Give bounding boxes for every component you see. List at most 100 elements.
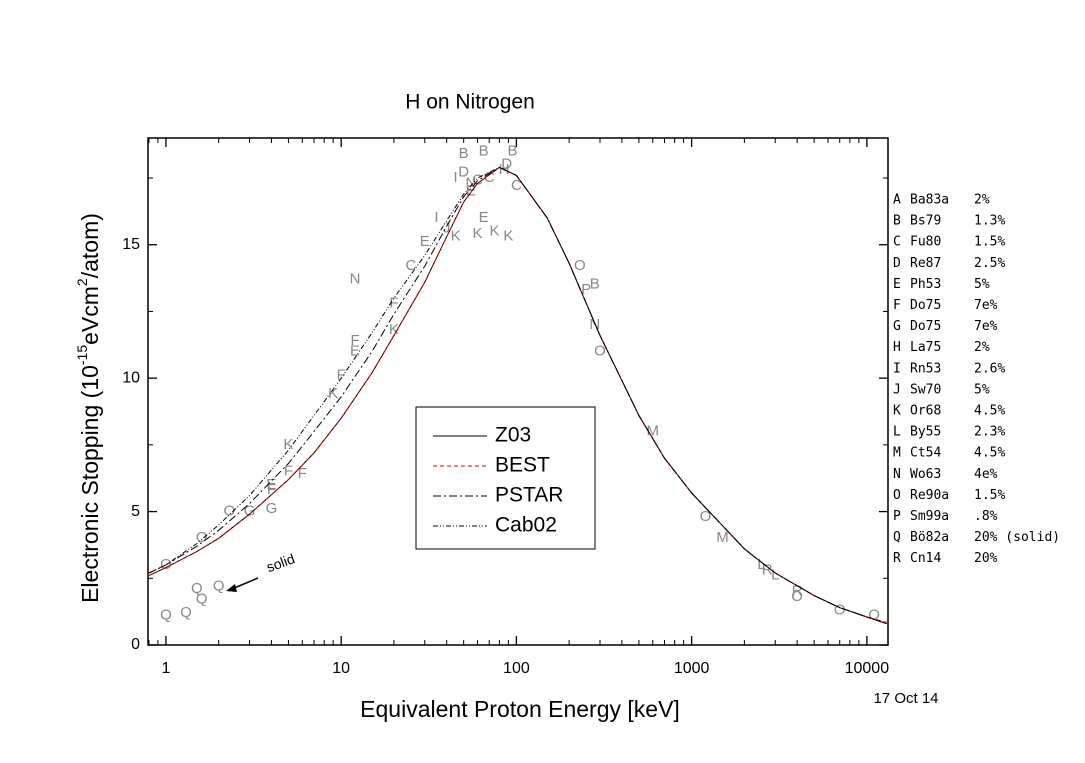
data-point: D [501, 156, 512, 173]
data-point: F [337, 366, 346, 383]
reference-cell: E [893, 277, 901, 292]
data-point: O [594, 342, 606, 359]
data-point: O [834, 601, 846, 618]
data-point: J [443, 220, 451, 237]
data-point: F [284, 463, 293, 480]
reference-cell: 20% [974, 551, 998, 566]
reference-cell: Sm99a [910, 509, 949, 524]
reference-cell: 7e% [974, 319, 998, 334]
y-tick-label: 10 [122, 369, 140, 386]
data-point: K [328, 385, 338, 402]
x-tick-label: 1 [161, 660, 170, 677]
reference-cell: G [893, 319, 901, 334]
reference-cell: Rn53 [910, 361, 941, 376]
reference-cell: K [893, 404, 901, 419]
data-point: O [223, 503, 235, 520]
legend-label: Cab02 [495, 514, 557, 537]
reference-cell: D [893, 256, 901, 271]
data-point: E [479, 209, 489, 226]
reference-cell: Ba83a [910, 193, 949, 208]
reference-cell: 1.5% [974, 235, 1005, 250]
reference-cell: La75 [910, 340, 941, 355]
reference-cell: B [893, 214, 901, 229]
data-point: Q [196, 591, 208, 608]
reference-cell: A [893, 193, 901, 208]
data-point: K [503, 228, 513, 245]
x-axis-label: Equivalent Proton Energy [keV] [360, 696, 680, 722]
data-point: K [473, 225, 483, 242]
reference-cell: Cn14 [910, 551, 941, 566]
data-point: O [574, 257, 586, 274]
reference-cell: 1.5% [974, 488, 1005, 503]
data-point: O [196, 529, 208, 546]
x-tick-label: 10000 [845, 660, 890, 677]
reference-cell: 2% [974, 340, 990, 355]
reference-cell: Fu80 [910, 235, 941, 250]
x-tick-label: 1000 [674, 660, 710, 677]
reference-cell: 4e% [974, 467, 998, 482]
data-point: F [350, 332, 359, 349]
reference-cell: O [893, 488, 901, 503]
reference-cell: 4.5% [974, 404, 1005, 419]
data-point: Q [180, 604, 192, 621]
reference-cell: 2.5% [974, 256, 1005, 271]
reference-cell: R [893, 551, 901, 566]
data-point: K [389, 321, 399, 338]
data-point: B [590, 276, 600, 293]
y-tick-label: 5 [131, 503, 140, 520]
data-point: K [283, 436, 293, 453]
line-series [148, 166, 887, 625]
reference-cell: F [893, 298, 901, 313]
y-axis-label-part: /atom) [77, 213, 103, 278]
reference-cell: .8% [974, 509, 998, 524]
legend-label: PSTAR [495, 484, 563, 507]
y-axis-label-part: -15 [74, 345, 90, 365]
data-point: B [459, 145, 469, 162]
data-point: R [762, 561, 773, 578]
reference-cell: 7e% [974, 298, 998, 313]
data-point: N [350, 270, 361, 287]
x-tick-label: 10 [332, 660, 350, 677]
legend-label: BEST [495, 454, 550, 477]
reference-cell: Wo63 [910, 467, 941, 482]
data-point: N [465, 174, 476, 191]
arrow [231, 577, 259, 590]
data-point: Q [213, 577, 225, 594]
data-point: D [458, 164, 469, 181]
data-point: C [405, 257, 416, 274]
y-tick-label: 0 [131, 636, 140, 653]
plot-frame [147, 137, 889, 646]
y-tick-label: 15 [122, 236, 140, 253]
data-point: Q [191, 580, 203, 597]
data-point: L [757, 556, 765, 573]
y-axis-label-part: eVcm [77, 286, 103, 345]
reference-cell: I [893, 361, 901, 376]
reference-cell: 2% [974, 193, 990, 208]
reference-cell: Bs79 [910, 214, 941, 229]
reference-cell: Or68 [910, 404, 941, 419]
data-point: F [389, 294, 398, 311]
data-point: G [244, 503, 256, 520]
data-point: B [479, 142, 489, 159]
reference-cell: M [893, 446, 901, 461]
data-point: L [771, 567, 779, 584]
data-point: E [466, 182, 476, 199]
data-point: O [868, 607, 880, 624]
reference-cell: C [893, 235, 901, 250]
data-point: C [511, 177, 522, 194]
reference-cell: 20% (solid) [974, 530, 1060, 545]
reference-cell: Ct54 [910, 446, 941, 461]
reference-cell: Sw70 [910, 382, 941, 397]
data-point: F [298, 465, 307, 482]
reference-cell: H [893, 340, 901, 355]
reference-cell: L [893, 425, 901, 440]
data-point: O [791, 588, 803, 605]
date: 17 Oct 14 [873, 690, 938, 707]
legend-label: Z03 [495, 424, 531, 447]
y-axis-label-part: Electronic Stopping (10 [77, 365, 103, 603]
data-point: Q [160, 607, 172, 624]
reference-cell: By55 [910, 425, 941, 440]
data-point: F [267, 481, 276, 498]
